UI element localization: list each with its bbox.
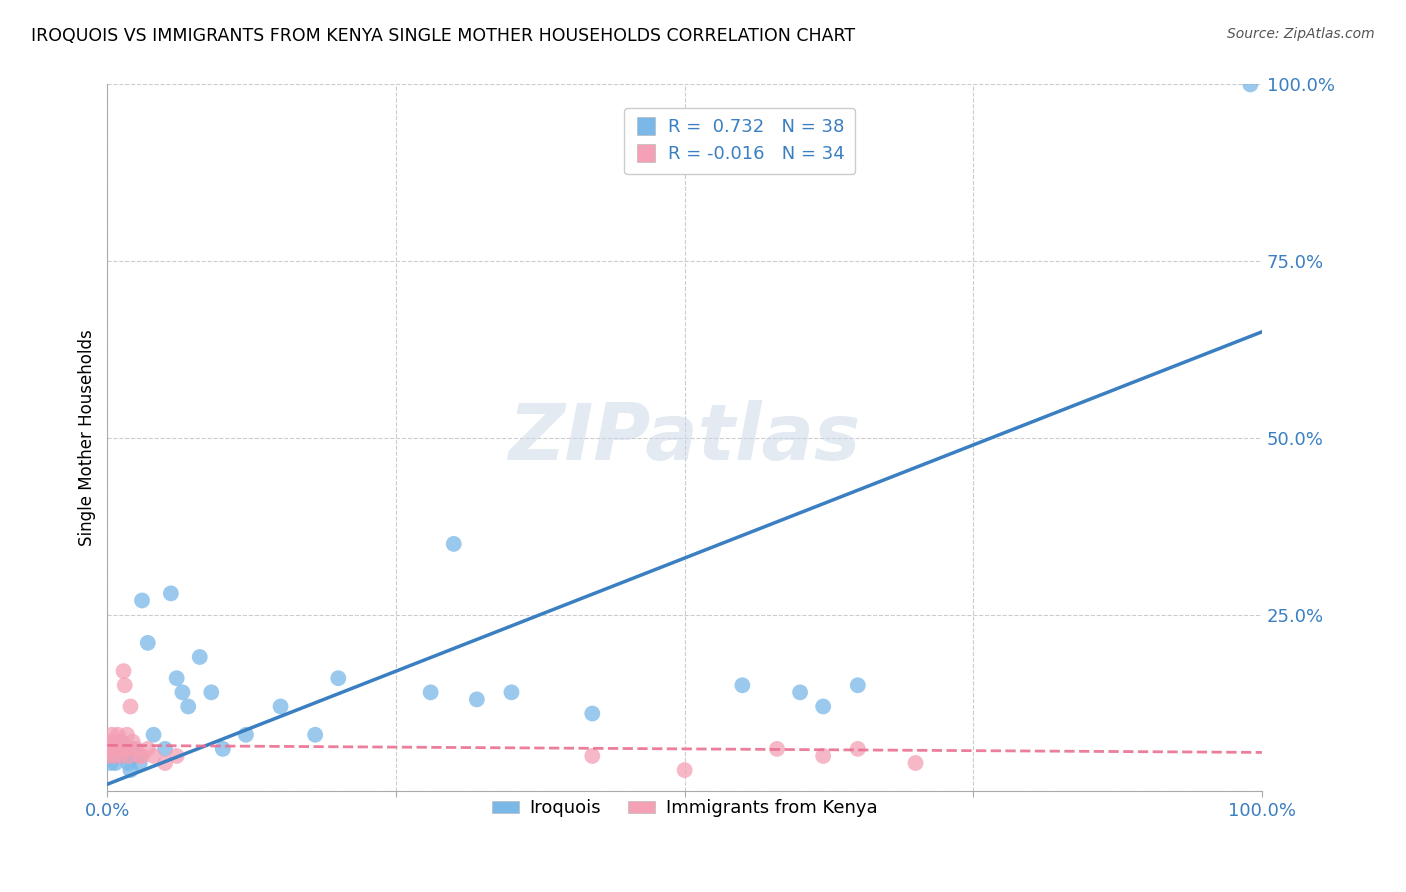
Point	[270, 699, 292, 714]
Point	[108, 735, 131, 749]
Point	[581, 706, 603, 721]
Point	[501, 685, 523, 699]
Point	[103, 748, 125, 763]
Point	[107, 728, 129, 742]
Point	[328, 671, 350, 685]
Point	[904, 756, 927, 770]
Point	[101, 742, 124, 756]
Point	[419, 685, 441, 699]
Point	[166, 671, 188, 685]
Point	[136, 742, 159, 756]
Point	[581, 748, 603, 763]
Point	[115, 742, 138, 756]
Point	[160, 586, 183, 600]
Point	[128, 756, 150, 770]
Point	[108, 742, 131, 756]
Point	[112, 664, 135, 678]
Point	[101, 748, 124, 763]
Point	[188, 650, 211, 665]
Point	[125, 742, 148, 756]
Point	[465, 692, 488, 706]
Point	[100, 756, 122, 770]
Point	[118, 748, 141, 763]
Point	[211, 742, 233, 756]
Point	[673, 763, 696, 777]
Text: IROQUOIS VS IMMIGRANTS FROM KENYA SINGLE MOTHER HOUSEHOLDS CORRELATION CHART: IROQUOIS VS IMMIGRANTS FROM KENYA SINGLE…	[31, 27, 855, 45]
Point	[731, 678, 754, 692]
Point	[153, 756, 176, 770]
Point	[766, 742, 789, 756]
Point	[120, 699, 142, 714]
Point	[846, 678, 869, 692]
Text: Source: ZipAtlas.com: Source: ZipAtlas.com	[1227, 27, 1375, 41]
Point	[108, 748, 131, 763]
Y-axis label: Single Mother Households: Single Mother Households	[79, 329, 96, 546]
Point	[142, 748, 165, 763]
Point	[110, 748, 132, 763]
Point	[235, 728, 257, 742]
Point	[107, 742, 129, 756]
Point	[443, 537, 465, 551]
Point	[131, 748, 153, 763]
Point	[166, 748, 188, 763]
Point	[304, 728, 326, 742]
Point	[200, 685, 222, 699]
Point	[136, 636, 159, 650]
Point	[811, 748, 834, 763]
Point	[112, 742, 135, 756]
Point	[98, 742, 121, 756]
Point	[142, 728, 165, 742]
Point	[846, 742, 869, 756]
Point	[125, 748, 148, 763]
Point	[115, 748, 138, 763]
Point	[117, 756, 139, 770]
Point	[121, 742, 143, 756]
Point	[117, 742, 139, 756]
Point	[105, 742, 128, 756]
Point	[115, 728, 138, 742]
Point	[104, 735, 127, 749]
Point	[104, 756, 127, 770]
Point	[811, 699, 834, 714]
Point	[131, 593, 153, 607]
Point	[97, 748, 120, 763]
Text: ZIPatlas: ZIPatlas	[509, 400, 860, 475]
Legend: Iroquois, Immigrants from Kenya: Iroquois, Immigrants from Kenya	[484, 792, 884, 825]
Point	[100, 735, 122, 749]
Point	[153, 742, 176, 756]
Point	[111, 742, 134, 756]
Point	[172, 685, 194, 699]
Point	[121, 735, 143, 749]
Point	[110, 735, 132, 749]
Point	[177, 699, 200, 714]
Point	[1239, 78, 1261, 92]
Point	[789, 685, 811, 699]
Point	[128, 748, 150, 763]
Point	[120, 763, 142, 777]
Point	[114, 678, 136, 692]
Point	[101, 728, 124, 742]
